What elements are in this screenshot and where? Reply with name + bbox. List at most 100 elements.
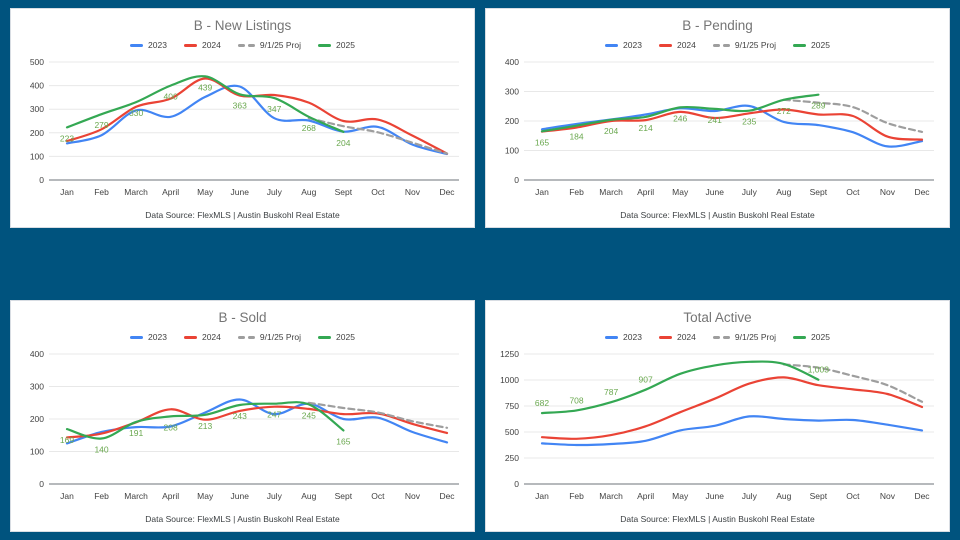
- svg-text:400: 400: [29, 349, 43, 359]
- svg-text:Aug: Aug: [301, 491, 316, 501]
- svg-text:Jan: Jan: [535, 491, 549, 501]
- svg-text:Dec: Dec: [914, 187, 930, 197]
- legend-label: 2023: [623, 40, 642, 50]
- legend-item-2023: 2023: [130, 332, 167, 342]
- svg-text:Nov: Nov: [404, 491, 420, 501]
- line-swatch-icon: [658, 43, 672, 47]
- legend-item-2023: 2023: [605, 40, 642, 50]
- svg-text:213: 213: [198, 421, 212, 431]
- svg-text:0: 0: [39, 175, 44, 185]
- legend-label: 2025: [336, 332, 355, 342]
- svg-text:200: 200: [29, 414, 43, 424]
- svg-text:Dec: Dec: [439, 187, 455, 197]
- svg-text:Jan: Jan: [60, 491, 74, 501]
- svg-text:1000: 1000: [500, 375, 519, 385]
- legend-label: 2024: [201, 40, 221, 50]
- svg-text:May: May: [197, 187, 214, 197]
- svg-text:March: March: [124, 491, 148, 501]
- legend-label: 2024: [676, 40, 696, 50]
- svg-text:169: 169: [59, 435, 73, 445]
- line-swatch-icon: [130, 43, 144, 47]
- legend-item-2025: 2025: [793, 40, 830, 50]
- line-chart-canvas[interactable]: 0 100 200 300 400 Jan Feb March April May June July…: [15, 346, 471, 506]
- svg-text:500: 500: [29, 57, 43, 67]
- svg-text:750: 750: [504, 401, 518, 411]
- svg-text:289: 289: [811, 101, 825, 111]
- svg-text:100: 100: [29, 151, 43, 161]
- svg-text:1250: 1250: [500, 349, 519, 359]
- svg-text:184: 184: [569, 132, 583, 142]
- svg-text:363: 363: [232, 100, 246, 110]
- svg-text:439: 439: [198, 82, 212, 92]
- svg-text:Feb: Feb: [94, 491, 109, 501]
- svg-text:March: March: [599, 491, 623, 501]
- svg-text:300: 300: [504, 87, 518, 97]
- svg-text:Jan: Jan: [60, 187, 74, 197]
- svg-text:Aug: Aug: [301, 187, 316, 197]
- svg-text:272: 272: [776, 106, 790, 116]
- svg-text:200: 200: [29, 128, 43, 138]
- svg-text:200: 200: [504, 116, 518, 126]
- svg-text:400: 400: [29, 81, 43, 91]
- legend-label: 9/1/25 Proj: [734, 332, 777, 342]
- legend-label: 2024: [201, 332, 221, 342]
- legend-item-2024: 2024: [183, 40, 221, 50]
- svg-text:1,003: 1,003: [807, 365, 829, 375]
- data-source-caption: Data Source: FlexMLS | Austin Buskohl Re…: [145, 514, 340, 524]
- svg-text:165: 165: [336, 436, 350, 446]
- chart-legend: 2023 2024 9/1/25 Proj 2025: [130, 331, 355, 343]
- svg-text:March: March: [124, 187, 148, 197]
- line-swatch-icon: [183, 43, 197, 47]
- svg-text:May: May: [672, 187, 689, 197]
- svg-text:204: 204: [603, 126, 617, 136]
- line-swatch-icon: [605, 335, 619, 339]
- svg-text:247: 247: [267, 410, 281, 420]
- svg-text:Aug: Aug: [776, 187, 791, 197]
- svg-text:787: 787: [603, 387, 617, 397]
- svg-text:Dec: Dec: [914, 491, 930, 501]
- svg-text:June: June: [705, 491, 724, 501]
- svg-text:Aug: Aug: [776, 491, 791, 501]
- svg-text:May: May: [672, 491, 689, 501]
- svg-text:204: 204: [336, 138, 350, 148]
- legend-label: 9/1/25 Proj: [734, 40, 777, 50]
- svg-text:June: June: [230, 187, 249, 197]
- chart-card-b-sold: B - Sold 2023 2024 9/1/25 Proj 2025 0 100 200…: [10, 300, 475, 532]
- chart-title: B - New Listings: [193, 18, 292, 33]
- svg-text:250: 250: [504, 453, 518, 463]
- chart-title: B - Pending: [682, 18, 753, 33]
- data-source-caption: Data Source: FlexMLS | Austin Buskohl Re…: [145, 210, 340, 220]
- line-chart-canvas[interactable]: 0 100 200 300 400 500 Jan Feb March April May June J…: [15, 54, 471, 202]
- svg-text:May: May: [197, 491, 214, 501]
- svg-text:April: April: [162, 491, 179, 501]
- svg-text:Oct: Oct: [371, 491, 385, 501]
- chart-card-b-new-listings: B - New Listings 2023 2024 9/1/25 Proj 2025…: [10, 8, 475, 228]
- svg-text:0: 0: [514, 479, 519, 489]
- svg-text:500: 500: [504, 427, 518, 437]
- svg-text:243: 243: [232, 411, 246, 421]
- line-swatch-icon: [793, 43, 807, 47]
- svg-text:400: 400: [504, 57, 518, 67]
- svg-text:400: 400: [163, 92, 177, 102]
- line-chart-canvas[interactable]: 0 100 200 300 400 Jan Feb March April May June July…: [490, 54, 946, 202]
- line-swatch-icon: [658, 335, 672, 339]
- svg-text:April: April: [162, 187, 179, 197]
- svg-text:0: 0: [39, 479, 44, 489]
- legend-label: 2023: [148, 40, 167, 50]
- line-swatch-icon: [183, 335, 197, 339]
- chart-legend: 2023 2024 9/1/25 Proj 2025: [130, 39, 355, 51]
- svg-text:140: 140: [94, 445, 108, 455]
- svg-text:330: 330: [128, 108, 142, 118]
- legend-label: 2024: [676, 332, 696, 342]
- legend-item-2025: 2025: [318, 332, 355, 342]
- svg-text:April: April: [637, 187, 654, 197]
- line-swatch-icon: [318, 335, 332, 339]
- svg-text:682: 682: [534, 398, 548, 408]
- legend-item-2025: 2025: [793, 332, 830, 342]
- line-swatch-icon: [605, 43, 619, 47]
- svg-text:279: 279: [94, 120, 108, 130]
- svg-text:Jan: Jan: [535, 187, 549, 197]
- line-chart-canvas[interactable]: 0 250 500 750 1000 1250 Jan Feb March April May Jun…: [490, 346, 946, 506]
- legend-label: 9/1/25 Proj: [259, 332, 302, 342]
